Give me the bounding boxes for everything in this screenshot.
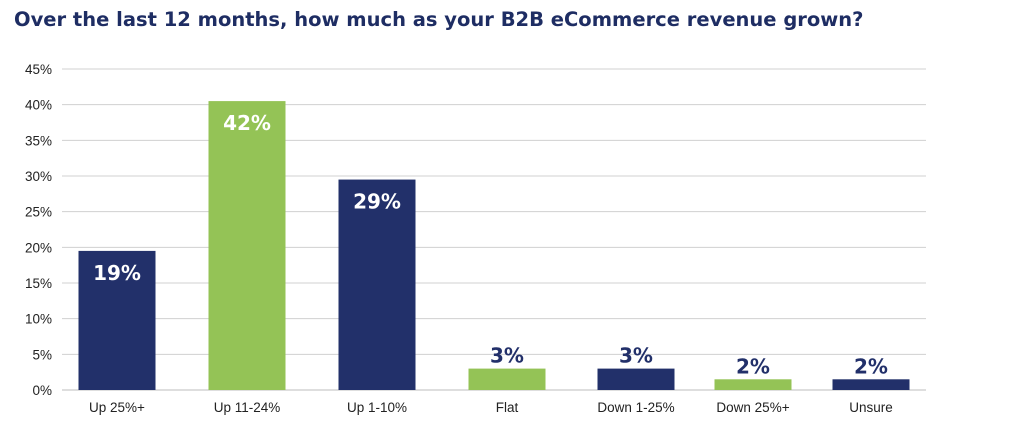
- bar: [597, 368, 675, 390]
- x-axis-categories: Up 25%+ Up 11-24% Up 1-10% Flat Down 1-25% Do…: [89, 400, 893, 415]
- bar: [714, 379, 792, 390]
- data-labels: 19% 42% 29% 3% 3% 2% 2%: [93, 111, 888, 378]
- y-tick-label: 35%: [25, 133, 52, 148]
- y-tick-label: 25%: [25, 205, 52, 220]
- bar: [208, 101, 286, 390]
- x-category-label: Flat: [496, 400, 519, 415]
- y-tick-label: 30%: [25, 169, 52, 184]
- gridlines: [62, 68, 926, 391]
- bar: [338, 179, 416, 390]
- x-category-label: Up 11-24%: [214, 400, 281, 415]
- y-tick-label: 0%: [32, 383, 52, 398]
- chart-title: Over the last 12 months, how much as you…: [14, 8, 864, 31]
- data-label: 3%: [490, 344, 524, 368]
- data-label: 19%: [93, 261, 141, 285]
- x-category-label: Unsure: [849, 400, 893, 415]
- data-label: 29%: [353, 190, 401, 214]
- bar: [468, 368, 546, 390]
- y-tick-label: 20%: [25, 240, 52, 255]
- x-category-label: Down 1-25%: [597, 400, 674, 415]
- data-label: 2%: [854, 354, 888, 378]
- data-label: 2%: [736, 354, 770, 378]
- y-tick-label: 10%: [25, 312, 52, 327]
- bar: [832, 379, 910, 390]
- y-tick-label: 40%: [25, 98, 52, 113]
- y-tick-label: 45%: [25, 62, 52, 77]
- y-axis-ticks: 0% 5% 10% 15% 20% 25% 30% 35% 40% 45%: [25, 62, 52, 398]
- x-category-label: Up 1-10%: [347, 400, 407, 415]
- y-tick-label: 5%: [32, 347, 52, 362]
- data-label: 3%: [619, 344, 653, 368]
- x-category-label: Down 25%+: [716, 400, 789, 415]
- y-tick-label: 15%: [25, 276, 52, 291]
- data-label: 42%: [223, 111, 271, 135]
- bars: [78, 101, 910, 390]
- x-category-label: Up 25%+: [89, 400, 145, 415]
- bar: [78, 250, 156, 390]
